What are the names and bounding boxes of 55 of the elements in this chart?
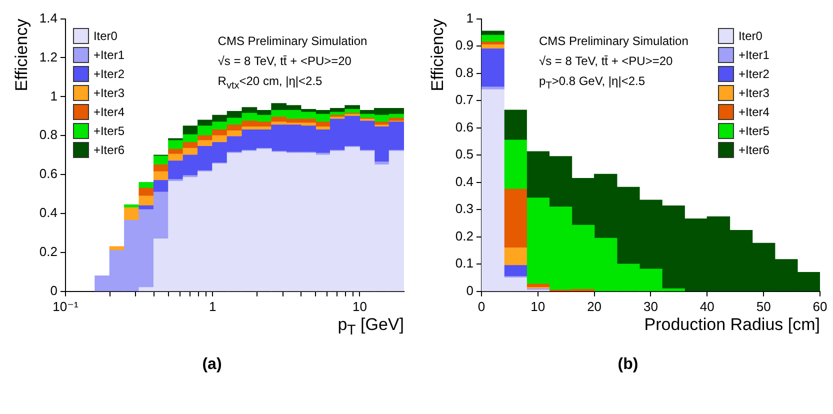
legend-label: +Iter4	[738, 105, 770, 120]
y-tick-label: 0.2	[39, 244, 58, 260]
x-tick-label: 60	[812, 298, 828, 314]
x-tick-label: 30	[644, 298, 658, 314]
y-tick-label: 1.2	[39, 49, 58, 64]
annotation: CMS Preliminary Simulation	[539, 32, 688, 50]
y-tick-label: 1	[50, 88, 58, 104]
text: (a)	[201, 356, 223, 374]
legend-label: +Iter5	[738, 124, 770, 138]
y-tick-label: 0.4	[39, 205, 58, 220]
y-tick-label: 0.2	[455, 228, 474, 244]
y-tick-label: 0.9	[455, 38, 474, 53]
x-tick-label: 10⁻¹	[52, 298, 79, 314]
y-tick-label: 0.4	[455, 174, 474, 189]
y-tick-label: 0.7	[455, 92, 474, 108]
x-axis-title: p$_{T}$ [GeV]	[338, 315, 404, 339]
legend-label: +Iter6	[738, 143, 770, 158]
legend-label: +Iter3	[93, 86, 124, 100]
annotation: CMS Preliminary Simulation	[218, 32, 368, 50]
x-tick-label: 20	[587, 298, 602, 314]
legend-label: +Iter6	[93, 143, 124, 158]
legend-label: Iter0	[93, 29, 118, 44]
legend-label: +Iter2	[738, 67, 770, 82]
x-tick-label: 10	[352, 298, 367, 314]
text: (b)	[616, 356, 640, 374]
x-tick-label: 1	[208, 298, 216, 314]
y-tick-label: 0.6	[39, 166, 58, 182]
y-tick-label: 0	[50, 282, 58, 298]
legend-label: +Iter1	[738, 48, 770, 62]
y-tick-label: 1	[466, 10, 474, 26]
x-tick-label: 40	[700, 298, 714, 314]
x-tick-label: 10	[530, 298, 546, 314]
y-tick-label: 0.8	[455, 64, 474, 80]
legend-label: +Iter5	[93, 124, 124, 138]
annotation: √s = 8 TeV, tt̄ + <PU>=20	[539, 52, 674, 70]
legend-label: +Iter3	[738, 86, 770, 100]
y-axis-title: Efficiency	[428, 18, 447, 92]
legend-label: Iter0	[738, 29, 762, 44]
annotation: p$_{T}$>0.8 GeV, |η|<2.5	[539, 72, 646, 94]
x-tick-label: 50	[756, 298, 771, 314]
x-tick-label: 0	[478, 298, 486, 314]
y-tick-label: 1.4	[39, 10, 58, 26]
annotation: √s = 8 TeV, tt̄ + <PU>=20	[218, 52, 352, 70]
y-axis-title: Efficiency	[12, 18, 31, 92]
y-tick-label: 0.6	[455, 119, 474, 134]
y-tick-label: 0.5	[455, 146, 474, 162]
legend-label: +Iter4	[93, 105, 124, 120]
y-tick-label: 0.8	[39, 127, 58, 142]
x-axis-title: Production Radius [cm]	[644, 315, 820, 336]
legend-label: +Iter1	[93, 48, 124, 62]
annotation: R$_{vtx}$<20 cm, |η|<2.5	[218, 72, 324, 94]
legend-label: +Iter2	[93, 67, 124, 82]
y-tick-label: 0.1	[455, 256, 474, 271]
y-tick-label: 0	[466, 282, 474, 298]
y-tick-label: 0.3	[455, 201, 474, 216]
